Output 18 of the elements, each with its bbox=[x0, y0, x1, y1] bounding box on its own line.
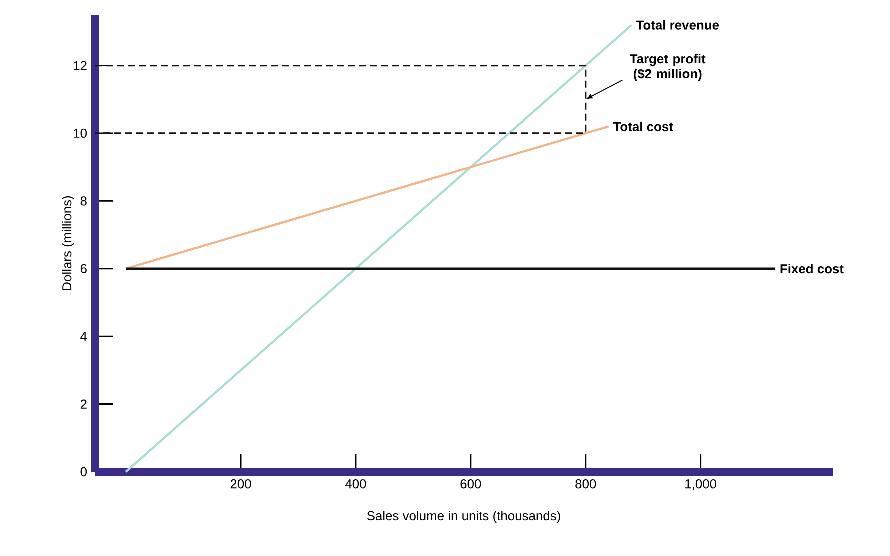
x-tick-label: 800 bbox=[576, 480, 596, 489]
series-label: Total revenue bbox=[636, 20, 720, 30]
y-tick-label: 2 bbox=[80, 400, 87, 409]
series-label: Fixed cost bbox=[780, 264, 844, 274]
y-tick-label: 10 bbox=[74, 128, 87, 138]
x-tick-label: 400 bbox=[345, 480, 366, 489]
y-tick-label: 12 bbox=[74, 61, 87, 70]
x-tick-label: 200 bbox=[230, 480, 252, 489]
annotation: Target profit ($2 million) bbox=[630, 54, 706, 82]
y-tick-label: 6 bbox=[80, 264, 87, 274]
x-axis-title: Sales volume in units (thousands) bbox=[367, 511, 560, 524]
x-tick-label: 600 bbox=[460, 480, 482, 489]
y-tick-label: 8 bbox=[80, 196, 87, 206]
y-tick-label: 4 bbox=[80, 332, 88, 342]
x-tick-label: 1,000 bbox=[686, 480, 717, 490]
series-label: Total cost bbox=[613, 122, 674, 132]
y-axis-title: Dollars (millions) bbox=[62, 196, 74, 290]
y-tick-label: 0 bbox=[80, 467, 87, 477]
